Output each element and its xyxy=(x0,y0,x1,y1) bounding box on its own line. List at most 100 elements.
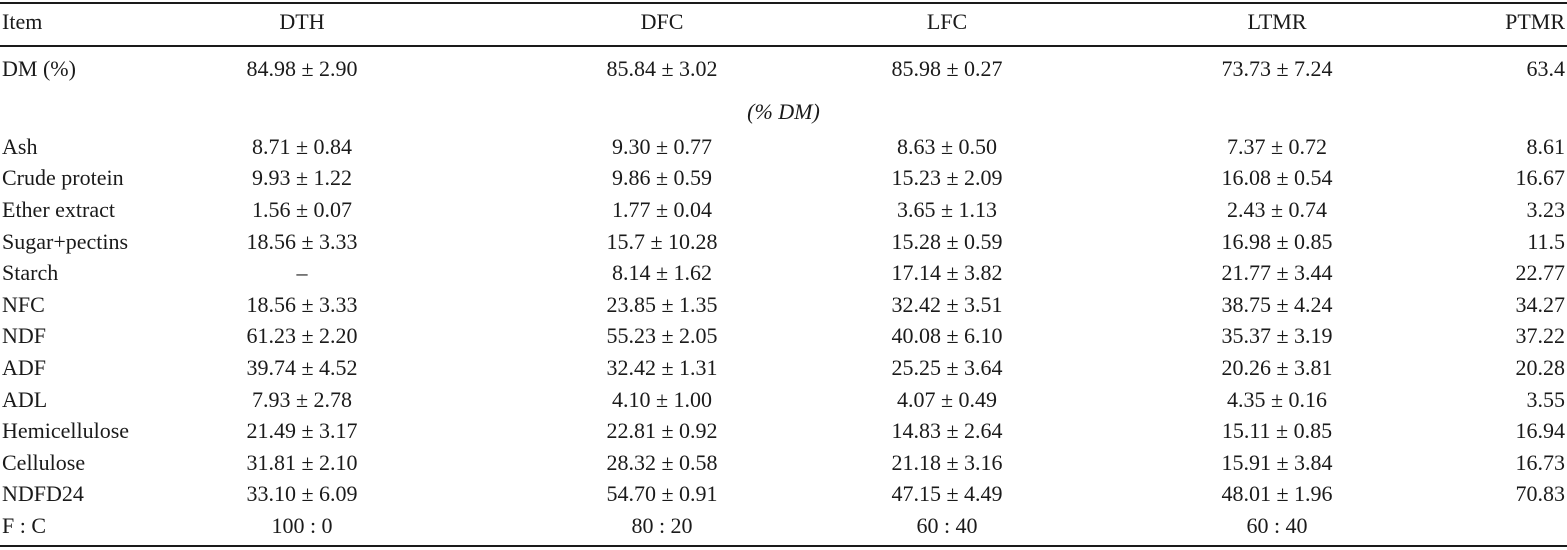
cell-dth: 39.74 ± 4.52 xyxy=(246,354,358,380)
table-row: Sugar+pectins 18.56 ± 3.33 15.7 ± 10.28 15.… xyxy=(0,226,1567,258)
table-row: F : C 100 : 0 80 : 20 60 : 40 60 : 40 xyxy=(0,510,1567,542)
table-row: NFC 18.56 ± 3.33 23.85 ± 1.35 32.42 ± 3.51 3… xyxy=(0,289,1567,321)
cell-lfc: 15.28 ± 0.59 xyxy=(891,228,1003,254)
cell-ltmr: 60 : 40 xyxy=(1246,512,1308,538)
cell-dfc: 80 : 20 xyxy=(631,512,693,538)
cell-dfc: 15.7 ± 10.28 xyxy=(606,228,718,254)
cell-dfc: 22.81 ± 0.92 xyxy=(606,418,718,444)
cell-ptmr: 70.83 xyxy=(1515,481,1566,507)
cell-ptmr: 16.73 xyxy=(1515,449,1566,475)
cell-dfc: 85.84 ± 3.02 xyxy=(606,55,718,81)
header-row: Item DTH DFC LFC LTMR PTMR xyxy=(0,0,1567,44)
cell-ptmr: 11.5 xyxy=(1527,228,1565,254)
cell-ptmr: 3.23 xyxy=(1526,196,1566,222)
cell-dfc: 55.23 ± 2.05 xyxy=(606,323,718,349)
column-header-lfc: LFC xyxy=(926,9,968,34)
cell-dth: 61.23 ± 2.20 xyxy=(246,323,358,349)
cell-ltmr: 7.37 ± 0.72 xyxy=(1226,133,1328,159)
table-top-rule xyxy=(0,2,1567,4)
cell-dth: – xyxy=(296,260,308,286)
cell-dfc: 9.30 ± 0.77 xyxy=(611,133,713,159)
cell-lfc: 32.42 ± 3.51 xyxy=(891,291,1003,317)
cell-dth: 31.81 ± 2.10 xyxy=(246,449,358,475)
row-label: ADL xyxy=(2,386,48,412)
cell-dth: 18.56 ± 3.33 xyxy=(246,228,358,254)
cell-lfc: 25.25 ± 3.64 xyxy=(891,354,1003,380)
cell-dth: 8.71 ± 0.84 xyxy=(251,133,353,159)
cell-ltmr: 15.11 ± 0.85 xyxy=(1221,418,1333,444)
cell-lfc: 85.98 ± 0.27 xyxy=(891,55,1003,81)
row-label: Crude protein xyxy=(2,165,124,191)
column-header-ptmr: PTMR xyxy=(1505,9,1565,34)
column-header-dth: DTH xyxy=(279,9,325,34)
cell-lfc: 21.18 ± 3.16 xyxy=(891,449,1003,475)
table-header-rule xyxy=(0,45,1567,47)
cell-dth: 84.98 ± 2.90 xyxy=(246,55,358,81)
cell-dth: 100 : 0 xyxy=(271,512,333,538)
table-row: NDFD24 33.10 ± 6.09 54.70 ± 0.91 47.15 ± 4.… xyxy=(0,479,1567,511)
cell-lfc: 3.65 ± 1.13 xyxy=(896,196,998,222)
cell-ptmr: 8.61 xyxy=(1526,133,1566,159)
cell-dfc: 4.10 ± 1.00 xyxy=(611,386,713,412)
cell-dth: 18.56 ± 3.33 xyxy=(246,291,358,317)
cell-ltmr: 16.08 ± 0.54 xyxy=(1221,165,1333,191)
cell-ptmr: 22.77 xyxy=(1515,260,1566,286)
table-row: Ether extract 1.56 ± 0.07 1.77 ± 0.04 3.65 … xyxy=(0,194,1567,226)
cell-dfc: 1.77 ± 0.04 xyxy=(611,196,713,222)
table-row: ADF 39.74 ± 4.52 32.42 ± 1.31 25.25 ± 3.64 2… xyxy=(0,352,1567,384)
cell-ltmr: 38.75 ± 4.24 xyxy=(1221,291,1333,317)
table-row: NDF 61.23 ± 2.20 55.23 ± 2.05 40.08 ± 6.10 3… xyxy=(0,321,1567,353)
cell-dth: 1.56 ± 0.07 xyxy=(251,196,353,222)
cell-dfc: 32.42 ± 1.31 xyxy=(606,354,718,380)
cell-dfc: 9.86 ± 0.59 xyxy=(611,165,713,191)
row-label: Hemicellulose xyxy=(2,418,130,444)
cell-lfc: 15.23 ± 2.09 xyxy=(891,165,1003,191)
cell-ltmr: 2.43 ± 0.74 xyxy=(1226,196,1328,222)
cell-ltmr: 16.98 ± 0.85 xyxy=(1221,228,1333,254)
cell-dfc: 23.85 ± 1.35 xyxy=(606,291,718,317)
cell-dth: 21.49 ± 3.17 xyxy=(246,418,358,444)
cell-lfc: 60 : 40 xyxy=(916,512,978,538)
cell-lfc: 14.83 ± 2.64 xyxy=(891,418,1003,444)
cell-ptmr: 16.67 xyxy=(1515,165,1566,191)
row-label: Sugar+pectins xyxy=(2,228,129,254)
cell-ltmr: 48.01 ± 1.96 xyxy=(1221,481,1333,507)
table-bottom-rule xyxy=(0,545,1567,547)
row-label: Ether extract xyxy=(2,196,115,222)
column-header-item: Item xyxy=(2,9,43,34)
cell-ltmr: 35.37 ± 3.19 xyxy=(1221,323,1333,349)
cell-ltmr: 21.77 ± 3.44 xyxy=(1221,260,1333,286)
row-label: Cellulose xyxy=(2,449,86,475)
cell-ptmr: 63.4 xyxy=(1526,55,1566,81)
table-row: Crude protein 9.93 ± 1.22 9.86 ± 0.59 15.23… xyxy=(0,163,1567,195)
cell-lfc: 47.15 ± 4.49 xyxy=(891,481,1003,507)
table-row: Starch – 8.14 ± 1.62 17.14 ± 3.82 21.77 ± 3.… xyxy=(0,257,1567,289)
cell-ptmr: 20.28 xyxy=(1515,354,1566,380)
cell-dth: 33.10 ± 6.09 xyxy=(246,481,358,507)
cell-ptmr: 16.94 xyxy=(1515,418,1566,444)
cell-ltmr: 4.35 ± 0.16 xyxy=(1226,386,1328,412)
cell-lfc: 4.07 ± 0.49 xyxy=(896,386,998,412)
table-row: Ash 8.71 ± 0.84 9.30 ± 0.77 8.63 ± 0.50 7.37… xyxy=(0,131,1567,163)
cell-dfc: 8.14 ± 1.62 xyxy=(611,260,713,286)
unit-label: (% DM) xyxy=(747,99,820,124)
cell-lfc: 8.63 ± 0.50 xyxy=(896,133,998,159)
cell-ltmr: 20.26 ± 3.81 xyxy=(1221,354,1333,380)
cell-lfc: 40.08 ± 6.10 xyxy=(891,323,1003,349)
column-header-dfc: DFC xyxy=(640,9,684,34)
cell-dth: 7.93 ± 2.78 xyxy=(251,386,353,412)
table-row: Cellulose 31.81 ± 2.10 28.32 ± 0.58 21.18 ±… xyxy=(0,447,1567,479)
cell-lfc: 17.14 ± 3.82 xyxy=(891,260,1003,286)
row-label: NFC xyxy=(2,291,45,317)
row-label: ADF xyxy=(2,354,47,380)
cell-dfc: 54.70 ± 0.91 xyxy=(606,481,718,507)
row-label: NDF xyxy=(2,323,47,349)
table-row: Hemicellulose 21.49 ± 3.17 22.81 ± 0.92 14.… xyxy=(0,415,1567,447)
row-label: Starch xyxy=(2,260,59,286)
cell-dfc: 28.32 ± 0.58 xyxy=(606,449,718,475)
table-row-dm: DM (%) 84.98 ± 2.90 85.84 ± 3.02 85.98 ±… xyxy=(0,44,1567,93)
table-row: ADL 7.93 ± 2.78 4.10 ± 1.00 4.07 ± 0.49 4.35… xyxy=(0,384,1567,416)
table-row-unit: (% DM) xyxy=(0,93,1567,131)
